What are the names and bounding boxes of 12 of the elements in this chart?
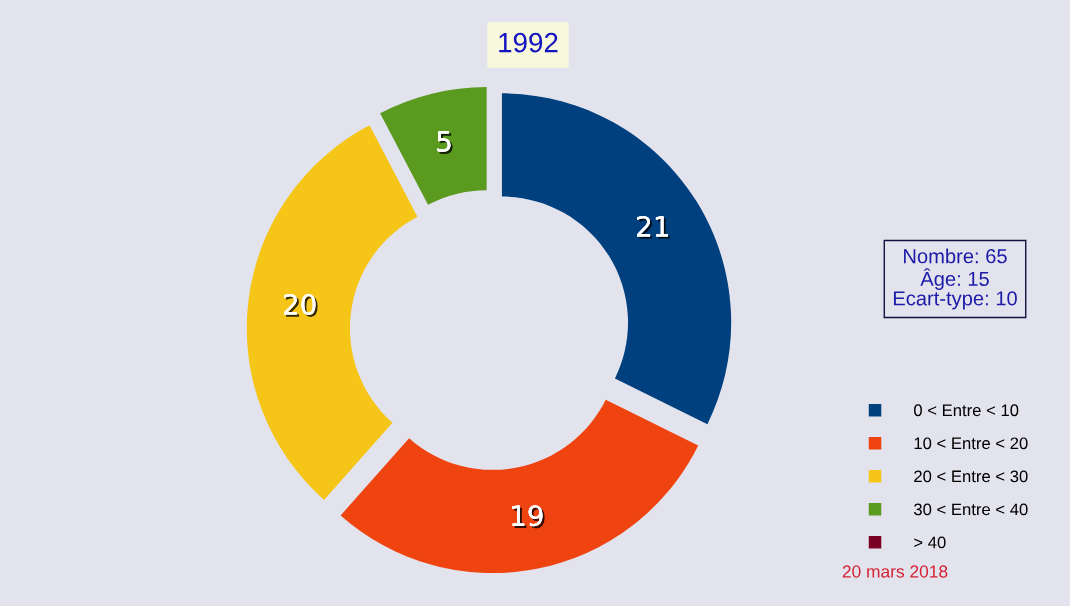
data-label: 5 — [437, 131, 453, 154]
legend-label: 10 < Entre < 20 — [914, 437, 1028, 450]
data-label: 20 — [284, 293, 318, 318]
text: Nombre: 65 Âge: 15 Ecart-type: 10 — [893, 248, 1017, 310]
legend-label: 30 < Entre < 40 — [913, 503, 1028, 516]
legend-label: 20 < Entre < 30 — [914, 470, 1028, 483]
legend-label: > 40 — [914, 536, 946, 549]
data-label: 21 — [637, 215, 671, 239]
text: 20 mars 2018 — [842, 565, 948, 578]
chart-title: 1992 — [499, 32, 558, 53]
legend-label: 0 < Entre < 10 — [914, 404, 1019, 417]
data-label: 19 — [512, 505, 545, 529]
